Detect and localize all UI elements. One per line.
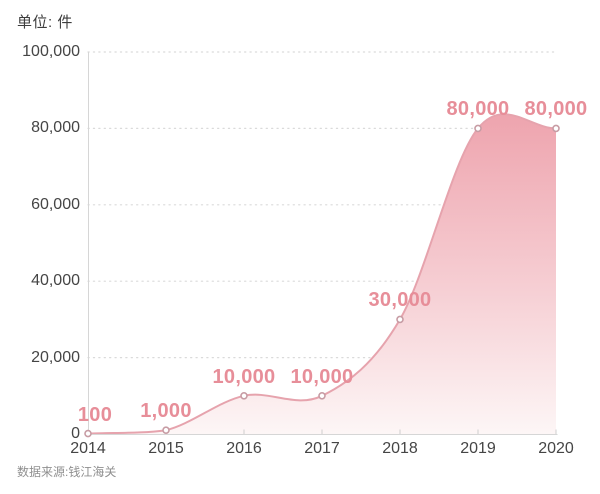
- data-point-marker: [162, 426, 170, 435]
- data-point-marker: [318, 391, 326, 400]
- data-point-marker: [84, 429, 92, 438]
- data-point-marker: [396, 315, 404, 324]
- data-point-markers: [84, 124, 560, 438]
- data-point-marker: [240, 391, 248, 400]
- data-point-marker: [474, 124, 482, 133]
- data-source-label: 数据来源:钱江海关: [17, 465, 117, 479]
- chart-unit-label: 单位: 件: [17, 14, 73, 31]
- data-point-marker: [552, 124, 560, 133]
- area-fill: [88, 114, 556, 434]
